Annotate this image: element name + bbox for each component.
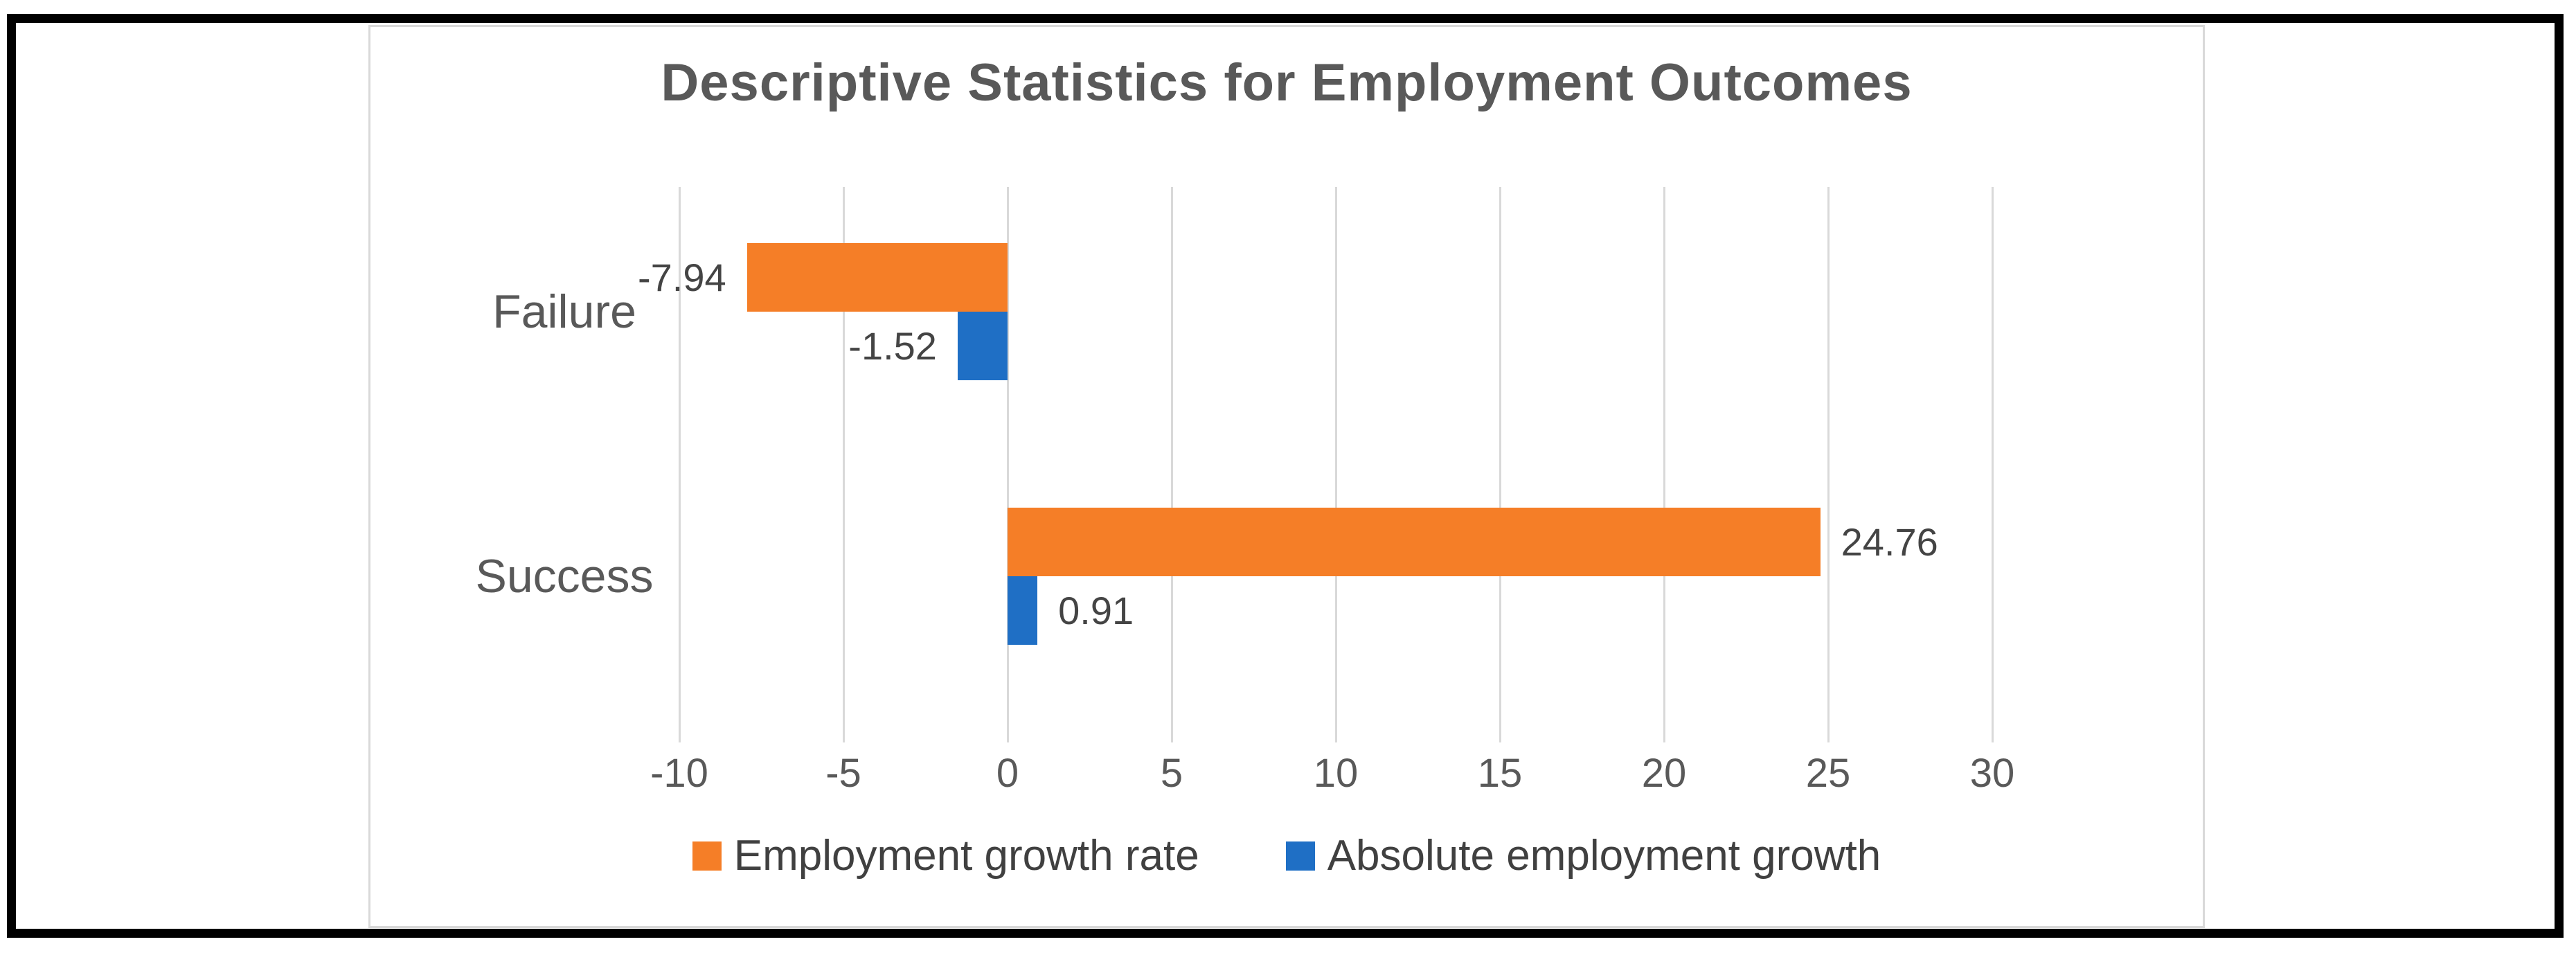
chart-legend: Employment growth rate Absolute employme…	[368, 831, 2205, 880]
data-label: -7.94	[638, 255, 726, 299]
gridline	[842, 187, 845, 742]
data-label: 24.76	[1841, 519, 1938, 564]
bar-success-absolute-employment-growth	[1008, 576, 1038, 645]
gridline	[1991, 187, 1994, 742]
data-label: -1.52	[848, 323, 937, 368]
legend-swatch-blue-icon	[1285, 841, 1315, 871]
category-label: Success	[475, 550, 654, 603]
legend-swatch-orange-icon	[692, 841, 722, 871]
bar-failure-absolute-employment-growth	[957, 312, 1008, 380]
bar-success-employment-growth-rate	[1008, 508, 1821, 576]
x-axis-tick-label: -5	[825, 751, 861, 796]
gridline	[1334, 187, 1337, 742]
x-axis-tick-label: 10	[1313, 751, 1359, 796]
legend-label: Employment growth rate	[733, 832, 1199, 880]
gridline	[1006, 187, 1009, 742]
gridline	[1170, 187, 1173, 742]
legend-item-employment-growth-rate: Employment growth rate	[692, 831, 1199, 880]
x-axis-tick-label: 0	[996, 751, 1019, 796]
gridline	[1827, 187, 1830, 742]
chart-area	[368, 25, 2205, 928]
category-label: Failure	[492, 285, 636, 338]
x-axis-tick-label: 25	[1805, 751, 1851, 796]
legend-label: Absolute employment growth	[1327, 832, 1881, 880]
x-axis-tick-label: 5	[1160, 751, 1183, 796]
x-axis-tick-label: 15	[1477, 751, 1523, 796]
gridline	[1663, 187, 1665, 742]
x-axis-tick-label: 20	[1641, 751, 1687, 796]
gridline	[678, 187, 681, 742]
data-label: 0.91	[1058, 588, 1134, 632]
x-axis-tick-label: -10	[650, 751, 708, 796]
gridline	[1499, 187, 1501, 742]
legend-item-absolute-employment-growth: Absolute employment growth	[1285, 831, 1881, 880]
x-axis-tick-label: 30	[1969, 751, 2015, 796]
chart-title: Descriptive Statistics for Employment Ou…	[661, 53, 1913, 112]
bar-failure-employment-growth-rate	[746, 243, 1008, 312]
